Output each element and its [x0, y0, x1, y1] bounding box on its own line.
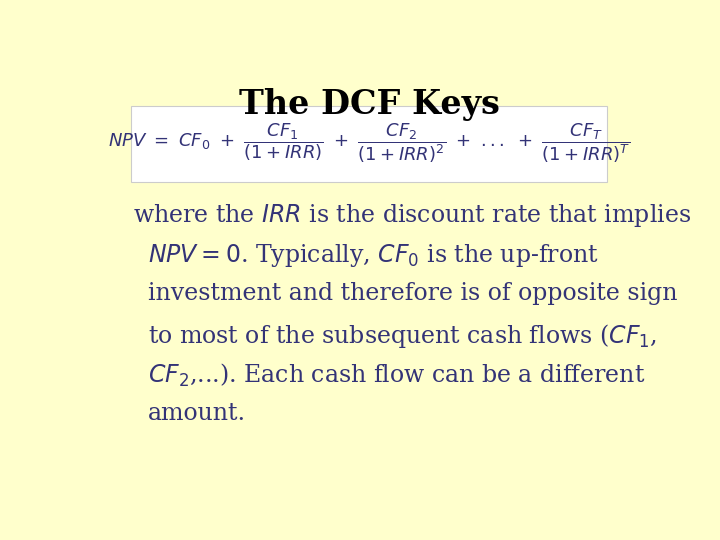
Text: where the $\mathbf{\mathit{IRR}}$ is the discount rate that implies: where the $\mathbf{\mathit{IRR}}$ is the…	[132, 202, 690, 229]
FancyBboxPatch shape	[131, 106, 607, 182]
Text: amount.: amount.	[148, 402, 246, 425]
Text: The DCF Keys: The DCF Keys	[238, 88, 500, 121]
Text: investment and therefore is of opposite sign: investment and therefore is of opposite …	[148, 282, 678, 305]
Text: $\mathit{CF}_2$,...). Each cash flow can be a different: $\mathit{CF}_2$,...). Each cash flow can…	[148, 362, 646, 389]
Text: to most of the subsequent cash flows ($\mathit{CF}_1$,: to most of the subsequent cash flows ($\…	[148, 322, 657, 350]
Text: $\mathbf{\mathit{NPV{=}0}}$. Typically, $\mathit{CF}_0$ is the up-front: $\mathbf{\mathit{NPV{=}0}}$. Typically, …	[148, 242, 599, 269]
Text: $\mathit{NPV}\ =\ \mathit{CF}_0\ +\ \dfrac{\mathit{CF}_1}{(\mathit{1+IRR})}\ +\ : $\mathit{NPV}\ =\ \mathit{CF}_0\ +\ \dfr…	[108, 122, 630, 165]
